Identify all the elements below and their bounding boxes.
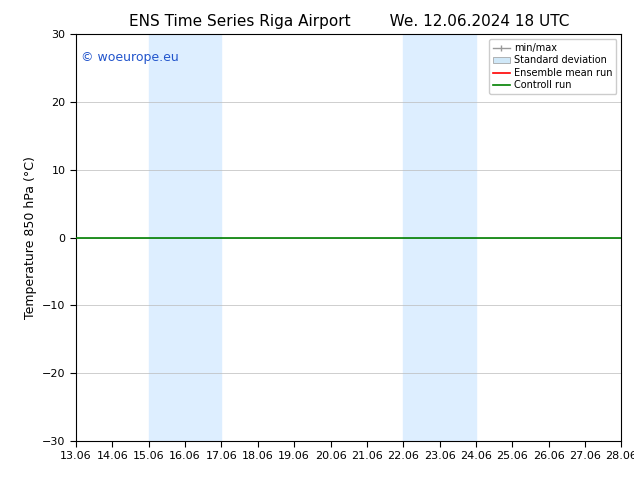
Bar bbox=[403, 34, 476, 441]
Legend: min/max, Standard deviation, Ensemble mean run, Controll run: min/max, Standard deviation, Ensemble me… bbox=[489, 39, 616, 94]
Y-axis label: Temperature 850 hPa (°C): Temperature 850 hPa (°C) bbox=[23, 156, 37, 319]
Bar bbox=[149, 34, 221, 441]
Text: © woeurope.eu: © woeurope.eu bbox=[81, 51, 179, 64]
Title: ENS Time Series Riga Airport        We. 12.06.2024 18 UTC: ENS Time Series Riga Airport We. 12.06.2… bbox=[129, 14, 569, 29]
